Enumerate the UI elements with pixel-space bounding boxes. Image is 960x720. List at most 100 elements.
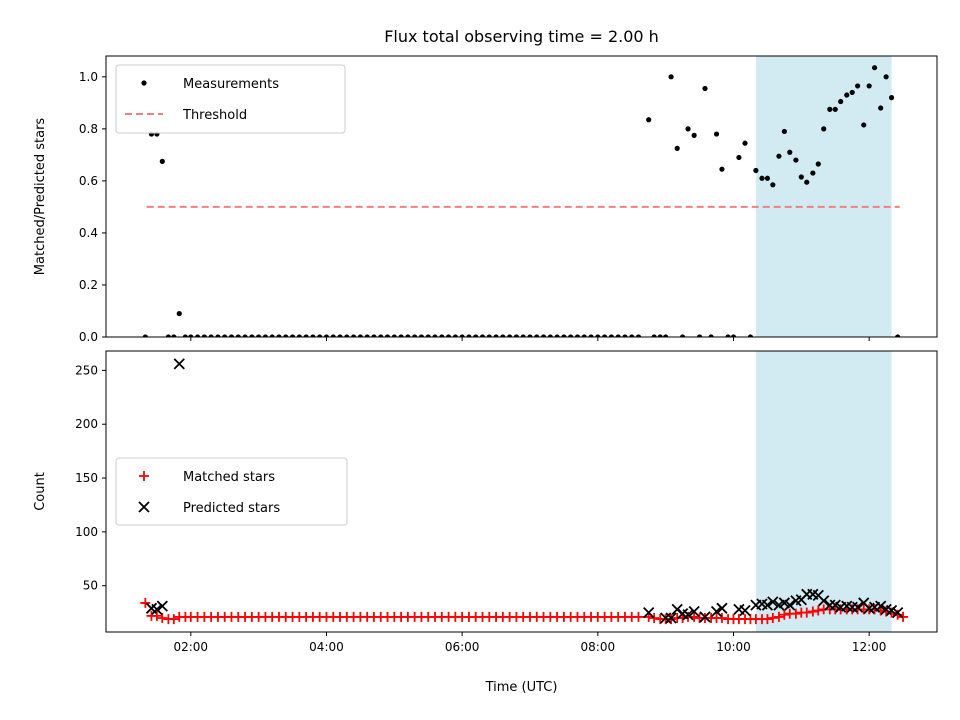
data-point	[351, 334, 357, 337]
data-point	[262, 334, 269, 337]
data-point	[378, 334, 384, 337]
data-point	[615, 334, 621, 337]
data-point	[391, 334, 397, 337]
y-axis-label: Count	[33, 472, 48, 511]
data-point	[810, 170, 816, 176]
data-point	[310, 334, 316, 337]
data-point	[337, 334, 343, 337]
data-point	[357, 334, 363, 337]
data-point	[651, 334, 657, 337]
data-point	[418, 334, 425, 337]
data-point	[643, 606, 655, 619]
data-point	[742, 140, 748, 146]
data-point	[222, 334, 228, 337]
data-point	[269, 334, 275, 337]
legend: Matched stars Predicted stars	[115, 457, 348, 526]
legend-marker-plus	[139, 471, 149, 481]
data-point	[165, 334, 172, 337]
data-point	[256, 334, 262, 337]
data-point	[602, 334, 608, 337]
data-point	[581, 334, 587, 337]
data-point	[710, 605, 723, 618]
y-tick-label: 0.8	[79, 122, 98, 136]
data-point	[818, 595, 830, 607]
data-point	[665, 612, 677, 624]
data-point	[813, 605, 824, 616]
data-point	[851, 601, 864, 613]
data-point	[159, 158, 165, 164]
data-point	[793, 157, 799, 163]
data-point	[685, 126, 691, 132]
data-point	[883, 74, 889, 80]
data-point	[249, 334, 255, 337]
data-point	[807, 606, 818, 617]
data-point	[527, 334, 533, 337]
y-tick-label: 200	[75, 417, 98, 431]
legend-label: Threshold	[182, 108, 247, 123]
data-point	[371, 334, 377, 337]
data-point	[790, 608, 801, 619]
data-point	[878, 105, 884, 111]
data-point	[176, 310, 182, 317]
data-point	[473, 334, 479, 337]
shaded-time-band	[755, 56, 892, 337]
data-point	[173, 358, 185, 370]
data-point	[801, 607, 812, 618]
plot-area	[140, 358, 909, 625]
data-point	[682, 609, 694, 621]
data-point	[574, 334, 581, 337]
y-tick-label: 1.0	[79, 70, 98, 84]
data-point	[622, 334, 628, 337]
data-point	[568, 334, 574, 337]
data-point	[888, 95, 895, 101]
data-point	[466, 334, 472, 337]
data-point	[633, 611, 644, 622]
data-point	[767, 596, 779, 608]
data-point	[171, 334, 177, 337]
data-point	[702, 85, 708, 92]
data-point	[635, 334, 642, 337]
data-point	[445, 334, 452, 337]
legend-label: Measurements	[183, 77, 279, 92]
data-point	[827, 106, 833, 112]
y-tick-label: 0.6	[79, 174, 98, 188]
data-point	[459, 334, 465, 337]
data-point	[182, 334, 188, 337]
data-point	[405, 334, 411, 337]
data-point	[142, 334, 148, 337]
data-point	[215, 334, 221, 337]
x-tick-label: 02:00	[173, 640, 208, 654]
data-point	[283, 334, 289, 337]
data-point	[730, 334, 737, 337]
data-point	[815, 161, 821, 167]
data-point	[885, 604, 898, 617]
data-point	[773, 611, 784, 622]
legend-label: Matched stars	[183, 470, 275, 485]
data-point	[595, 334, 601, 337]
data-point	[770, 182, 776, 188]
data-point	[629, 334, 635, 337]
data-point	[674, 145, 680, 151]
bottom-panel-counts: 50 100 150 200 250 02:00 04:00 06:00 08:00 10:00 1…	[33, 350, 938, 695]
data-point	[680, 334, 686, 337]
data-point	[156, 600, 168, 612]
data-point	[736, 154, 742, 161]
data-point	[330, 334, 336, 337]
data-point	[194, 334, 201, 337]
data-point	[798, 174, 804, 180]
data-point	[784, 599, 796, 611]
data-point	[520, 334, 526, 337]
data-point	[892, 609, 903, 620]
data-point	[242, 334, 248, 337]
data-point	[663, 334, 669, 337]
data-point	[276, 334, 282, 337]
data-point	[296, 334, 302, 337]
data-point	[779, 609, 790, 620]
data-point	[764, 175, 771, 181]
legend-frame	[115, 457, 348, 526]
data-point	[753, 167, 759, 174]
data-point	[849, 89, 855, 96]
data-point	[561, 334, 567, 337]
data-point	[364, 334, 370, 337]
